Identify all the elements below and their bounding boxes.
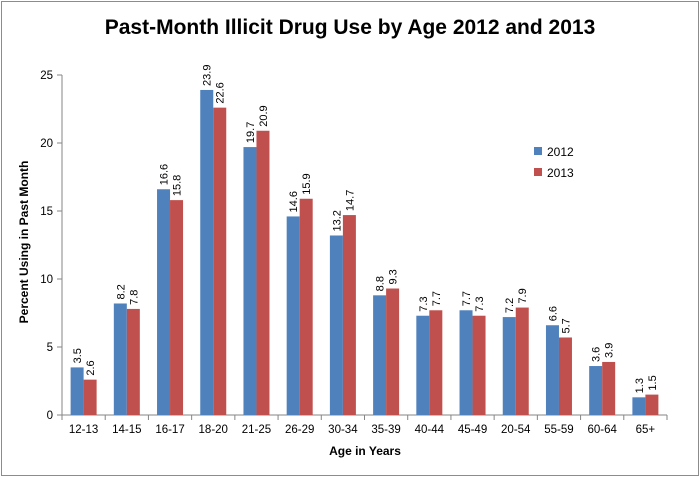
data-label-2013-18-20: 22.6: [215, 82, 227, 103]
data-label-2012-18-20: 23.9: [202, 65, 214, 86]
bar-2013-65+: [645, 394, 659, 415]
x-tick-label: 30-34: [328, 424, 358, 436]
plot-area: 0 5 10 15 20 25 12-13 3.52.6 14-15 8.2 7.8 16-17 16.…: [40, 65, 668, 436]
x-tick-label: 18-20: [199, 424, 228, 436]
bar-2012-18-20: [200, 89, 214, 416]
x-tick-label: 20-54: [501, 424, 531, 436]
y-tick-label: 25: [40, 70, 53, 82]
data-label-2012-12-13: 3.5: [72, 348, 84, 363]
x-tick-label: 12-13: [69, 424, 98, 436]
y-tick-label: 0: [47, 410, 53, 422]
data-label-2013-60-64: 3.9: [604, 343, 616, 358]
bar-2012-14-15: [113, 303, 127, 415]
bar-2013-55-59: [558, 337, 572, 415]
data-label-2013-26-29: 15.9: [301, 173, 313, 194]
data-label-2012-26-29: 14.6: [288, 191, 300, 212]
bar-2013-26-29: [299, 198, 313, 415]
data-label-2013-65+: 1.5: [647, 375, 659, 390]
data-label-2012-14-15: 8.2: [115, 284, 127, 299]
bar-2012-40-44: [416, 315, 430, 415]
data-label-2012-60-64: 3.6: [591, 347, 603, 362]
data-label-2013-14-15: 7.8: [128, 290, 140, 305]
bar-2013-40-44: [429, 310, 443, 415]
data-label-2012-30-34: 13.2: [331, 210, 343, 231]
bar-2013-12-13: [83, 379, 97, 415]
bar-2013-21-25: [256, 130, 270, 415]
data-label-2013-35-39: 9.3: [388, 269, 400, 284]
y-tick-label: 10: [40, 274, 53, 286]
x-tick-label: 65+: [636, 424, 656, 436]
legend-label-2013: 2013: [547, 166, 574, 180]
x-tick-label: 35-39: [371, 424, 400, 436]
bar-2012-35-39: [373, 295, 387, 415]
data-label-2013-55-59: 5.7: [560, 318, 572, 333]
x-tick-label: 14-15: [112, 424, 141, 436]
y-tick-label: 15: [40, 206, 53, 218]
x-tick-label: 16-17: [155, 424, 184, 436]
data-label-2012-55-59: 6.6: [547, 306, 559, 321]
bar-2012-30-34: [329, 235, 343, 415]
bar-2012-20-54: [502, 317, 516, 415]
bar-2012-45-49: [459, 310, 473, 415]
data-label-2012-21-25: 19.7: [245, 122, 257, 143]
data-label-2012-35-39: 8.8: [375, 276, 387, 291]
x-tick-label: 60-64: [587, 424, 617, 436]
x-tick-label: 45-49: [458, 424, 487, 436]
bar-2012-55-59: [545, 325, 559, 415]
data-label-2012-45-49: 7.7: [461, 291, 473, 306]
legend: 2012 2013: [534, 145, 574, 180]
bar-2013-20-54: [515, 307, 529, 415]
data-label-2013-30-34: 14.7: [344, 190, 356, 211]
chart-title: Past-Month Illicit Drug Use by Age 2012 …: [105, 16, 596, 39]
bar-2012-60-64: [589, 366, 603, 415]
x-tick-label: 26-29: [285, 424, 314, 436]
data-label-2012-40-44: 7.3: [418, 296, 430, 311]
bar-2012-21-25: [243, 147, 257, 415]
x-tick-label: 40-44: [415, 424, 445, 436]
data-label-2013-21-25: 20.9: [258, 105, 270, 126]
legend-swatch-2012: [534, 147, 542, 155]
bar-2013-35-39: [386, 288, 400, 415]
bar-2012-12-13: [70, 367, 84, 415]
y-tick-label: 20: [40, 138, 53, 150]
y-axis-title: Percent Using in Past Month: [17, 161, 31, 324]
x-tick-label: 55-59: [544, 424, 573, 436]
legend-label-2012: 2012: [547, 145, 574, 159]
data-label-2012-16-17: 16.6: [159, 164, 171, 185]
bar-2013-18-20: [213, 107, 227, 415]
bar-2013-14-15: [126, 308, 140, 415]
bar-2012-16-17: [157, 189, 171, 415]
bar-2013-45-49: [472, 315, 486, 415]
y-tick-label: 5: [47, 342, 53, 354]
legend-swatch-2013: [534, 168, 542, 176]
data-label-2013-45-49: 7.3: [474, 296, 486, 311]
bar-2013-60-64: [602, 361, 616, 415]
data-label-2012-65+: 1.3: [634, 378, 646, 393]
bar-2012-65+: [632, 397, 646, 415]
data-label-2012-20-54: 7.2: [504, 298, 516, 313]
data-label-2013-12-13: 2.6: [85, 360, 97, 375]
x-axis-title: Age in Years: [329, 444, 401, 458]
data-label-2013-40-44: 7.7: [431, 291, 443, 306]
bar-2013-30-34: [342, 215, 356, 415]
data-label-2013-16-17: 15.8: [172, 175, 184, 196]
data-label-2013-20-54: 7.9: [517, 288, 529, 303]
x-tick-label: 21-25: [242, 424, 271, 436]
bar-2012-26-29: [286, 216, 300, 415]
bar-2013-16-17: [170, 200, 184, 415]
